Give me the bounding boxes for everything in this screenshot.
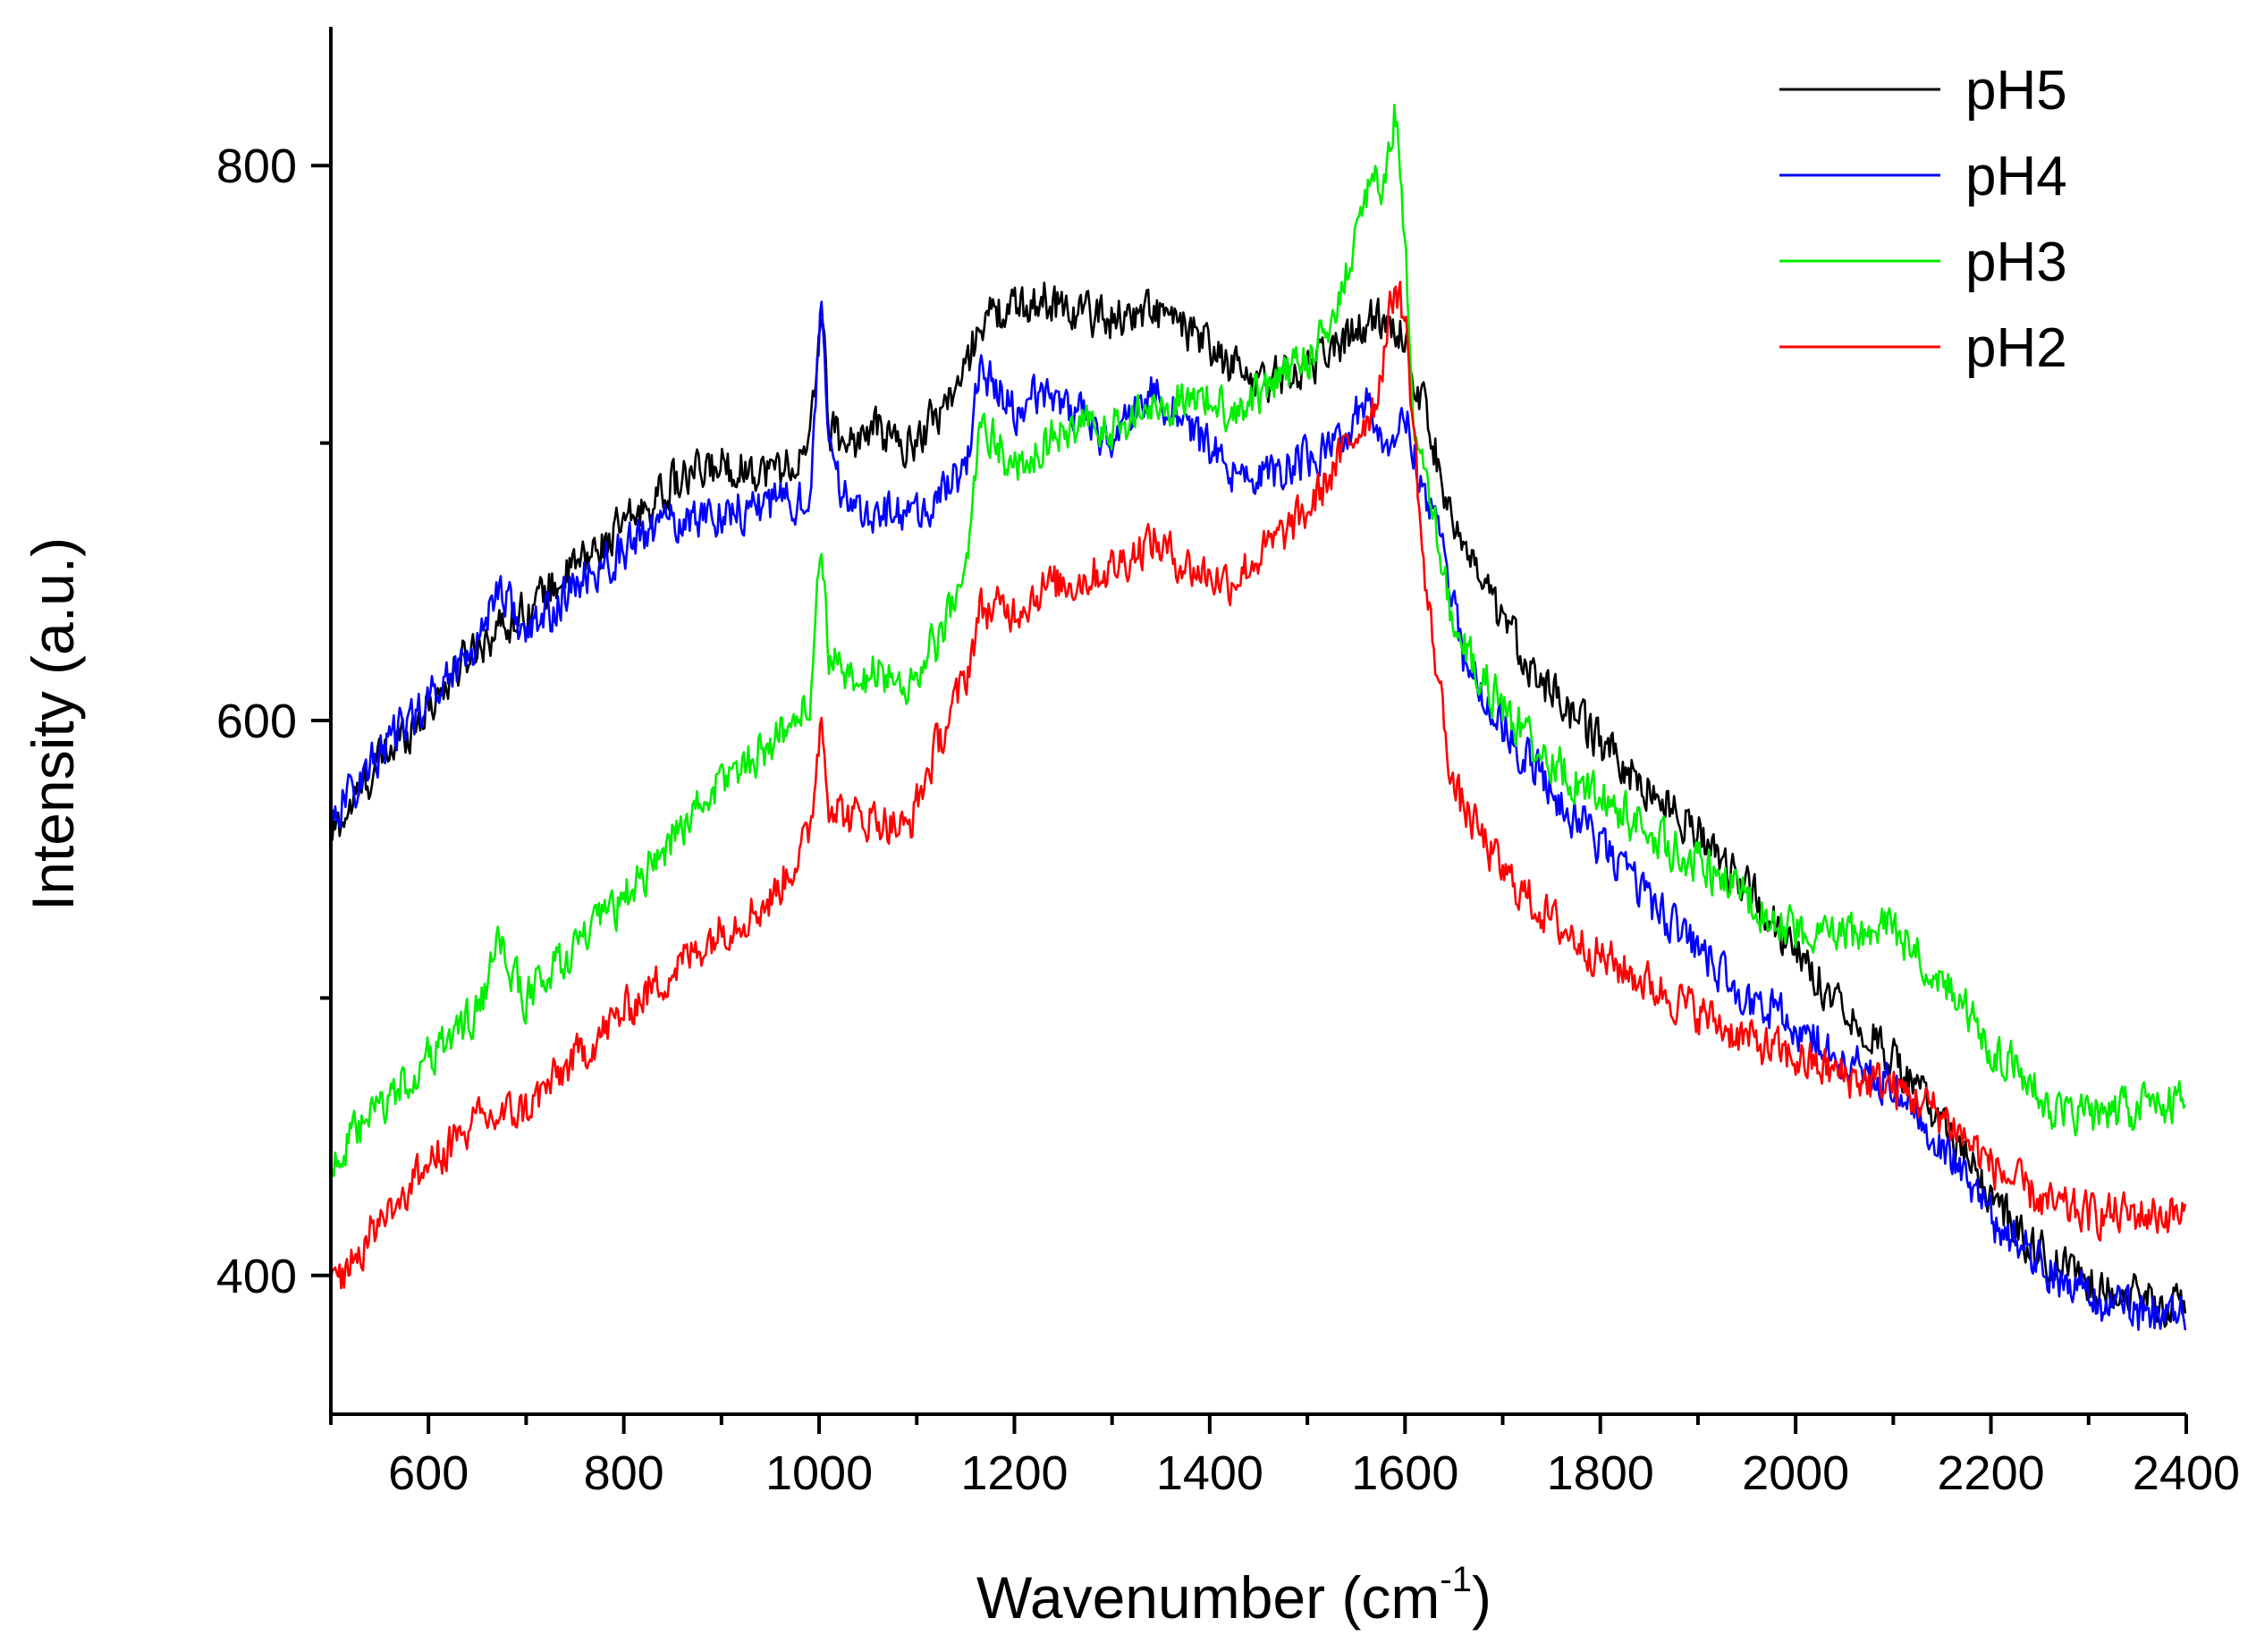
- y-tick-label: 800: [216, 139, 297, 193]
- x-tick-label: 600: [388, 1446, 469, 1500]
- x-axis-title-superscript: -1: [1440, 1560, 1472, 1599]
- series-layer: [329, 104, 2187, 1331]
- x-tick-label: 1200: [960, 1446, 1068, 1500]
- legend-label-ph3: pH3: [1965, 232, 2067, 293]
- legend: pH5 pH4 pH3 pH2: [1779, 60, 2067, 379]
- axes-layer: 600 800 1000 1200 1400 1600 1800 2000 2200 2400 40…: [216, 27, 2240, 1500]
- y-tick-label: 400: [216, 1250, 297, 1303]
- legend-label-ph5: pH5: [1965, 60, 2067, 122]
- x-tick-label: 1800: [1547, 1446, 1654, 1500]
- series-line-ph4: [329, 300, 2187, 1331]
- series-line-ph2: [329, 281, 2187, 1290]
- y-tick-label: 600: [216, 695, 297, 748]
- x-tick-label: 1400: [1156, 1446, 1263, 1500]
- x-tick-label: 2400: [2133, 1446, 2240, 1500]
- x-axis-title: Wavenumber (cm-1): [976, 1560, 1491, 1631]
- legend-label-ph2: pH2: [1965, 317, 2067, 379]
- x-tick-label: 2200: [1938, 1446, 2045, 1500]
- x-tick-label: 2000: [1742, 1446, 1849, 1500]
- y-axis-title: Intensity (a.u.): [20, 537, 86, 911]
- legend-label-ph4: pH4: [1965, 146, 2067, 207]
- x-axis-title-end: ): [1472, 1564, 1491, 1631]
- x-tick-label: 1600: [1351, 1446, 1458, 1500]
- x-tick-label: 1000: [765, 1446, 873, 1500]
- x-axis-title-main: Wavenumber (cm: [976, 1564, 1440, 1631]
- x-tick-label: 800: [584, 1446, 664, 1500]
- series-line-ph3: [329, 104, 2187, 1177]
